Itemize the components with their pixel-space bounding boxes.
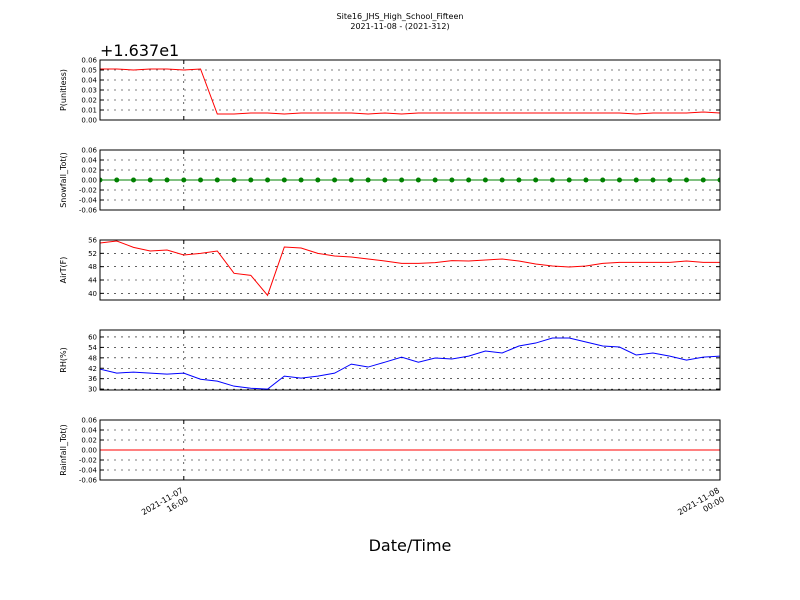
plot-area [100,68,720,115]
data-point [650,177,656,183]
series-line [100,68,720,115]
data-point [566,177,572,183]
data-point [482,177,488,183]
data-point [382,177,388,183]
plot-frame [99,59,721,121]
y-tick-label: 40 [88,290,97,298]
data-point [667,177,673,183]
y-tick-label: -0.02 [79,187,97,195]
y-tick-label: 0.06 [81,417,97,425]
data-point [147,177,153,183]
y-tick-label: -0.06 [79,207,98,215]
y-tick-label: 0.03 [81,87,97,95]
y-tick-label: 44 [88,277,97,285]
data-point [100,177,103,183]
plot-frame [99,149,721,211]
data-point [332,177,338,183]
y-tick-label: 36 [88,375,97,383]
data-point [499,177,505,183]
series-line [100,337,720,390]
data-point [114,177,120,183]
data-point [399,177,405,183]
y-tick-label: 0.02 [81,167,97,175]
data-point [600,177,606,183]
y-tick-label: 54 [88,344,97,352]
data-point [231,177,237,183]
y-tick-label: 48 [88,263,97,271]
data-point [549,177,555,183]
y-tick-label: -0.02 [79,457,97,465]
y-tick-label: 0.05 [81,67,97,75]
y-tick-label: 42 [88,365,97,373]
data-point [516,177,522,183]
y-tick-label: -0.04 [79,197,98,205]
y-tick-label: 0.06 [81,57,97,65]
y-tick-label: -0.04 [79,467,98,475]
data-point [415,177,421,183]
y-tick-label: 0.02 [81,97,97,105]
plot-frame [99,329,721,391]
data-point [198,177,204,183]
y-tick-label: -0.06 [79,477,98,485]
y-axis-label: AirT(F) [59,257,68,284]
plot-area [100,240,720,297]
axis-offset: +1.637e1 [100,41,179,60]
data-point [533,177,539,183]
x-axis-label: Date/Time [369,536,452,555]
y-tick-label: 0.00 [81,117,97,125]
data-point [248,177,254,183]
y-tick-label: 0.04 [81,427,97,435]
plot-area [100,337,720,390]
data-point [131,177,137,183]
chart-subtitle: 2021-11-08 - (2021-312) [350,22,449,31]
data-point [466,177,472,183]
data-point [449,177,455,183]
series-line [100,240,720,297]
data-point [700,177,706,183]
plot-frame [99,239,721,301]
data-point [281,177,287,183]
data-point [315,177,321,183]
y-tick-label: 0.01 [81,107,97,115]
data-point [265,177,271,183]
plot-frame [99,419,721,481]
chart-title: Site16_JHS_High_School_Fifteen [337,12,464,21]
data-point [365,177,371,183]
y-axis-label: Rainfall_Tot() [59,424,68,476]
data-point [683,177,689,183]
data-point [583,177,589,183]
y-tick-label: 0.04 [81,77,97,85]
data-point [181,177,187,183]
y-axis-label: P(unitless) [59,69,68,111]
y-tick-label: 56 [88,237,97,245]
data-point [348,177,354,183]
x-tick-label: 2021-11-0800:00 [676,486,726,526]
y-tick-label: 48 [88,354,97,362]
y-tick-label: 0.06 [81,147,97,155]
y-axis-label: RH(%) [59,347,68,372]
data-point [432,177,438,183]
data-point [633,177,639,183]
plot-area [100,177,720,183]
y-tick-label: 0.04 [81,157,97,165]
y-tick-label: 0.00 [81,447,97,455]
data-point [717,177,720,183]
y-tick-label: 60 [88,333,97,341]
y-tick-label: 30 [88,386,97,394]
y-tick-label: 52 [88,250,97,258]
y-tick-label: 0.00 [81,177,97,185]
y-axis-label: Snowfall_Tot() [59,152,68,208]
data-point [164,177,170,183]
y-tick-label: 0.02 [81,437,97,445]
data-point [616,177,622,183]
data-point [298,177,304,183]
data-point [214,177,220,183]
x-tick-label: 2021-11-0716:00 [140,486,190,526]
